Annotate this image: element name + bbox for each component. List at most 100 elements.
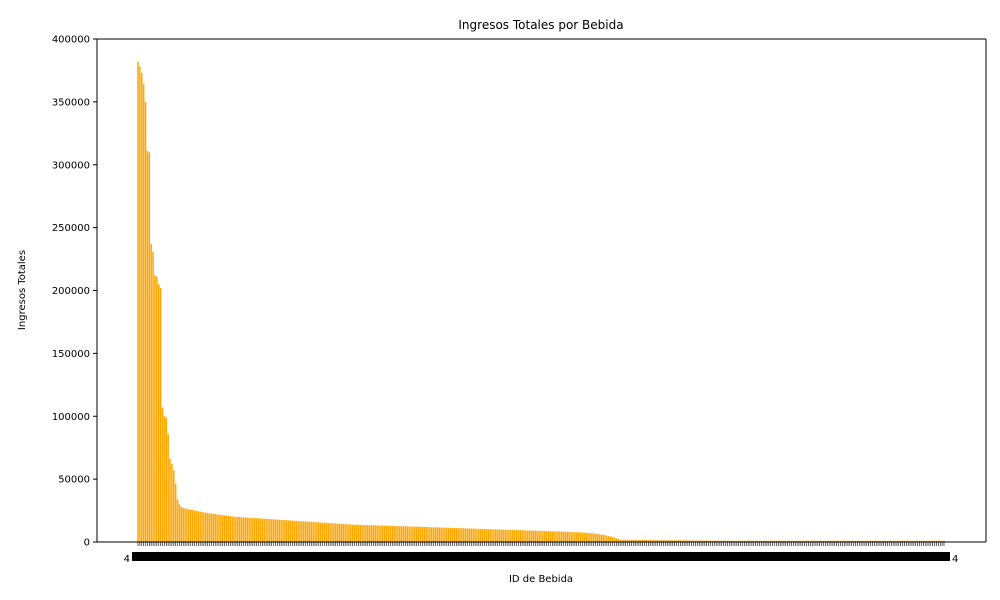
bar: [879, 540, 881, 542]
bar: [455, 528, 458, 542]
bar: [210, 513, 213, 542]
bar: [577, 532, 580, 542]
bar: [301, 521, 303, 542]
bar: [890, 540, 893, 542]
bar: [205, 512, 207, 542]
bar: [434, 527, 437, 542]
bar: [310, 521, 313, 542]
bar: [828, 540, 830, 542]
bar: [139, 66, 141, 543]
bar: [794, 540, 796, 542]
bar: [402, 526, 405, 542]
bar: [157, 284, 160, 542]
bar: [820, 540, 823, 542]
bar: [754, 540, 757, 542]
bar: [252, 517, 254, 542]
bar: [655, 540, 657, 542]
bar: [370, 525, 373, 542]
bar: [611, 536, 614, 542]
bar: [432, 527, 435, 542]
bar: [898, 540, 900, 542]
bar: [218, 514, 220, 542]
bar: [203, 512, 205, 542]
bar: [675, 540, 678, 542]
bar: [850, 540, 853, 542]
bar: [425, 527, 427, 542]
bar: [743, 540, 746, 542]
bar: [591, 533, 593, 542]
bar: [662, 540, 665, 542]
bar: [374, 525, 377, 542]
bar: [843, 540, 845, 542]
bar: [790, 540, 793, 542]
bar: [173, 470, 175, 542]
bar: [705, 540, 708, 542]
bar: [442, 527, 444, 542]
bar: [510, 529, 512, 542]
bar: [395, 526, 397, 542]
bar: [815, 540, 817, 542]
bar: [419, 526, 422, 542]
bar: [163, 416, 166, 542]
bar: [730, 540, 732, 542]
bar: [741, 540, 744, 542]
bar: [613, 537, 616, 542]
bar: [792, 540, 795, 542]
bar: [212, 513, 215, 542]
bar: [909, 540, 911, 542]
bar: [920, 540, 923, 542]
bar: [415, 526, 418, 542]
bar: [722, 540, 725, 542]
bar: [176, 499, 179, 542]
bar: [583, 532, 586, 542]
bar: [564, 531, 567, 542]
bar: [504, 529, 506, 542]
bar: [161, 407, 164, 542]
bar: [707, 540, 710, 542]
bar: [357, 524, 360, 542]
bar: [615, 538, 618, 542]
y-tick-label: 400000: [52, 35, 90, 46]
y-tick-label: 350000: [52, 97, 90, 108]
bar: [689, 540, 691, 542]
bar: [383, 525, 386, 542]
bar: [141, 72, 143, 542]
bar: [694, 540, 697, 542]
bar: [849, 540, 851, 542]
bar: [449, 527, 452, 542]
bar: [498, 529, 501, 542]
bar: [756, 540, 759, 542]
bar: [604, 535, 606, 542]
bar: [866, 540, 868, 542]
bar: [302, 521, 305, 542]
bar: [581, 532, 584, 542]
bar: [255, 518, 258, 542]
bar: [385, 525, 388, 542]
bar: [896, 540, 898, 542]
bar: [875, 540, 877, 542]
x-tick-labels-overlap: [132, 552, 950, 561]
y-tick-label: 50000: [58, 475, 90, 486]
bar: [636, 539, 638, 542]
bar: [737, 540, 740, 542]
bar: [690, 540, 693, 542]
bar: [862, 540, 864, 542]
bar: [512, 529, 514, 542]
bar: [715, 540, 717, 542]
bar: [346, 524, 348, 542]
bar: [687, 540, 689, 542]
bar: [766, 540, 768, 542]
bar: [182, 507, 184, 542]
y-tick-label: 300000: [52, 160, 90, 171]
bar: [438, 527, 441, 542]
bar: [796, 540, 798, 542]
bar: [389, 525, 392, 542]
bar: [267, 518, 269, 542]
bar: [551, 531, 554, 542]
bar: [609, 536, 612, 542]
bar: [180, 507, 183, 542]
bar: [446, 527, 448, 542]
bar: [489, 529, 491, 542]
bar: [344, 524, 346, 542]
bar: [881, 540, 883, 542]
